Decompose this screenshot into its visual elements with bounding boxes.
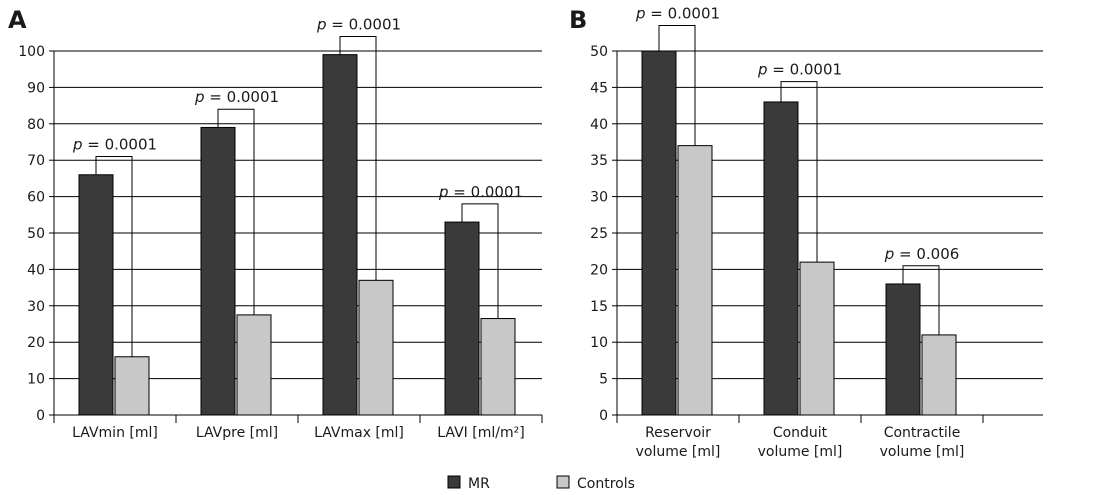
ytick-label-a-2: 20 — [27, 335, 45, 351]
ytick-label-b-6: 30 — [590, 190, 608, 206]
ytick-label-b-5: 25 — [590, 226, 608, 242]
ytick-label-a-6: 60 — [27, 190, 45, 206]
bar-controls-b-2 — [921, 334, 957, 416]
category-label-b-1-1: volume [ml] — [758, 444, 843, 460]
significance-bracket-b-1 — [780, 81, 818, 263]
category-label-b-0-1: volume [ml] — [636, 444, 721, 460]
category-label-a-1-0: LAVpre [ml] — [196, 425, 278, 441]
ytick-label-a-9: 90 — [27, 80, 45, 96]
bar-mr-a-0 — [78, 174, 114, 416]
ytick-label-b-9: 45 — [590, 80, 608, 96]
category-label-a-0-0: LAVmin [ml] — [72, 425, 158, 441]
legend: MR Controls — [447, 475, 635, 492]
bar-controls-a-1 — [236, 314, 272, 416]
bar-controls-b-0 — [677, 145, 713, 416]
category-label-b-1-0: Conduit — [773, 425, 828, 441]
p-value-label-b-2: p = 0.006 — [884, 245, 960, 263]
bar-controls-a-2 — [358, 279, 394, 416]
bar-mr-b-0 — [641, 50, 677, 416]
ytick-label-a-7: 70 — [27, 153, 45, 169]
ytick-label-a-3: 30 — [27, 299, 45, 315]
p-value-label-a-1: p = 0.0001 — [194, 88, 279, 106]
ytick-label-a-10: 100 — [18, 44, 45, 60]
bar-controls-b-1 — [799, 261, 835, 416]
p-value-label-b-0: p = 0.0001 — [635, 5, 720, 23]
significance-bracket-a-3 — [461, 203, 499, 319]
significance-bracket-b-2 — [902, 265, 940, 335]
bar-mr-a-3 — [444, 221, 480, 416]
legend-label-controls: Controls — [577, 476, 635, 492]
bar-mr-a-1 — [200, 126, 236, 416]
significance-bracket-a-1 — [217, 108, 255, 315]
ytick-label-b-7: 35 — [590, 153, 608, 169]
ytick-label-a-4: 40 — [27, 262, 45, 278]
ytick-label-b-2: 10 — [590, 335, 608, 351]
ytick-label-b-1: 5 — [599, 372, 608, 388]
p-value-label-a-2: p = 0.0001 — [316, 15, 401, 33]
ytick-label-b-4: 20 — [590, 262, 608, 278]
ytick-label-b-3: 15 — [590, 299, 608, 315]
category-label-b-2-0: Contractile — [884, 425, 961, 441]
panel-b-letter: B — [569, 6, 587, 34]
category-label-a-3-0: LAVI [ml/m²] — [437, 425, 524, 441]
category-label-b-0-0: Reservoir — [645, 425, 711, 441]
significance-bracket-b-0 — [658, 25, 696, 146]
legend-swatch-mr — [447, 475, 461, 489]
bar-controls-a-3 — [480, 318, 516, 416]
chart-panel-b: 0 5 10 15 20 25 30 35 40 45 50 Reservoir volume [ml]… — [590, 5, 1043, 460]
ytick-label-a-5: 50 — [27, 226, 45, 242]
p-value-label-a-3: p = 0.0001 — [438, 183, 523, 201]
bar-mr-b-1 — [763, 101, 799, 416]
bar-mr-a-2 — [322, 54, 358, 416]
bar-mr-b-2 — [885, 283, 921, 416]
category-label-b-2-1: volume [ml] — [880, 444, 965, 460]
legend-label-mr: MR — [468, 476, 490, 492]
p-value-label-b-1: p = 0.0001 — [757, 61, 842, 79]
ytick-label-a-8: 80 — [27, 117, 45, 133]
chart-panel-a: 0 10 20 30 40 50 60 70 80 90 100 LAVmin [ml] p = 0.0… — [18, 15, 543, 441]
ytick-label-b-10: 50 — [590, 44, 608, 60]
legend-swatch-controls — [556, 475, 570, 489]
ytick-label-a-1: 10 — [27, 372, 45, 388]
p-value-label-a-0: p = 0.0001 — [72, 136, 157, 154]
significance-bracket-a-0 — [95, 156, 133, 357]
ytick-label-b-0: 0 — [599, 408, 608, 424]
category-label-a-2-0: LAVmax [ml] — [314, 425, 404, 441]
significance-bracket-a-2 — [339, 35, 377, 281]
ytick-label-b-8: 40 — [590, 117, 608, 133]
bar-controls-a-0 — [114, 356, 150, 416]
panel-a-letter: A — [8, 6, 27, 34]
ytick-label-a-0: 0 — [36, 408, 45, 424]
